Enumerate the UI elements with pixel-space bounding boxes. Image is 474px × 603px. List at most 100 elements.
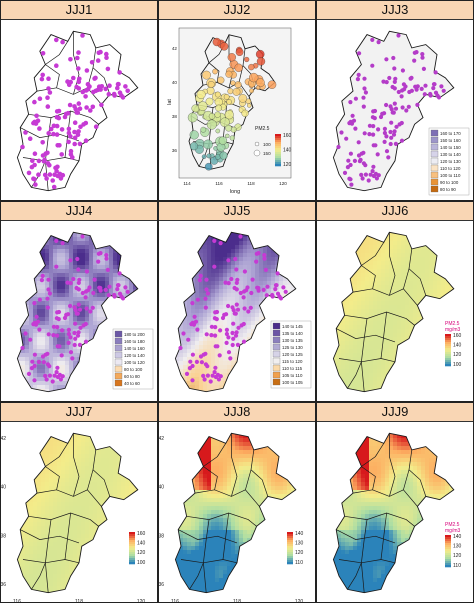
surface-cell — [187, 333, 192, 338]
surface-cell — [303, 289, 307, 293]
surface-cell — [13, 285, 17, 289]
surface-cell — [187, 289, 192, 294]
monitoring-station — [389, 135, 394, 140]
surface-cell — [77, 373, 82, 378]
surface-cell — [29, 341, 34, 346]
surface-cell — [287, 285, 292, 290]
surface-cell — [113, 317, 118, 322]
surface-cell — [337, 341, 342, 346]
monitoring-station — [247, 103, 252, 108]
surface-cell — [239, 369, 244, 374]
surface-cell — [29, 253, 34, 258]
surface-cell — [207, 337, 212, 342]
surface-cell — [433, 289, 438, 294]
surface-cell — [37, 325, 42, 330]
surface-cell — [97, 381, 102, 386]
surface-cell — [137, 293, 138, 298]
surface-cell — [219, 365, 224, 370]
surface-cell — [329, 305, 333, 309]
surface-cell — [109, 357, 114, 362]
surface-cell — [73, 273, 78, 278]
surface-cell — [325, 341, 329, 345]
surface-cell — [329, 301, 333, 305]
surface-cell — [421, 273, 426, 278]
monitoring-station — [362, 131, 367, 136]
surface-cell — [53, 297, 58, 302]
surface-cell — [101, 269, 106, 274]
surface-cell — [113, 393, 117, 397]
monitoring-station — [117, 70, 122, 75]
surface-cell — [195, 333, 200, 338]
surface-cell — [77, 365, 82, 370]
surface-cell — [211, 273, 216, 278]
surface-cell — [325, 313, 329, 317]
surface-cell — [449, 257, 454, 262]
monitoring-station — [81, 122, 86, 127]
monitoring-station — [205, 97, 214, 106]
monitoring-station — [72, 120, 78, 125]
surface-cell — [57, 361, 62, 366]
surface-cell — [171, 341, 175, 345]
surface-cell — [113, 233, 118, 238]
surface-cell — [65, 232, 70, 234]
surface-cell — [361, 333, 366, 338]
surface-cell — [429, 232, 434, 234]
surface-cell — [195, 281, 200, 286]
surface-cell — [303, 305, 307, 309]
monitoring-station — [45, 161, 51, 166]
surface-cell — [171, 357, 175, 361]
surface-cell — [9, 241, 13, 245]
legend-label: 110 to 120 — [440, 166, 461, 171]
monitoring-station — [212, 238, 217, 243]
monitoring-station — [238, 234, 243, 239]
surface-cell — [247, 297, 252, 302]
surface-cell — [433, 245, 438, 250]
surface-cell — [239, 281, 244, 286]
surface-cell — [365, 357, 370, 362]
surface-cell — [325, 373, 329, 377]
monitoring-station — [415, 84, 420, 89]
surface-cell — [329, 325, 333, 329]
surface-cell — [129, 393, 133, 397]
surface-cell — [45, 253, 50, 258]
surface-cell — [21, 241, 26, 246]
monitoring-station — [389, 107, 394, 112]
surface-cell — [341, 333, 346, 338]
surface-cell — [341, 233, 346, 238]
surface-cell — [81, 349, 86, 354]
surface-cell — [337, 257, 342, 262]
surface-cell — [341, 337, 346, 342]
surface-cell — [437, 305, 442, 310]
surface-cell — [211, 261, 216, 266]
surface-cell — [65, 265, 70, 270]
surface-cell — [287, 393, 291, 397]
monitoring-station — [56, 115, 62, 121]
surface-cell — [393, 349, 398, 354]
surface-cell — [77, 237, 82, 242]
legend-swatch — [114, 330, 123, 338]
surface-cell — [279, 317, 284, 322]
surface-cell — [167, 237, 171, 241]
surface-cell — [37, 265, 42, 270]
surface-cell — [81, 369, 86, 374]
surface-cell — [405, 269, 410, 274]
surface-cell — [325, 233, 329, 237]
surface-cell — [93, 232, 98, 234]
monitoring-station — [71, 276, 76, 282]
surface-cell — [417, 233, 422, 238]
surface-cell — [457, 309, 461, 313]
surface-cell — [113, 321, 118, 326]
surface-cell — [271, 269, 276, 274]
surface-cell — [441, 365, 446, 370]
surface-cell — [101, 293, 106, 298]
surface-cell — [243, 253, 248, 258]
surface-cell — [299, 305, 303, 309]
monitoring-station — [217, 76, 225, 84]
surface-cell — [21, 277, 26, 282]
surface-cell — [17, 313, 22, 318]
surface-cell — [373, 253, 378, 258]
surface-cell — [275, 393, 279, 397]
surface-cell — [195, 285, 200, 290]
surface-cell — [401, 249, 406, 254]
surface-cell — [413, 345, 418, 350]
